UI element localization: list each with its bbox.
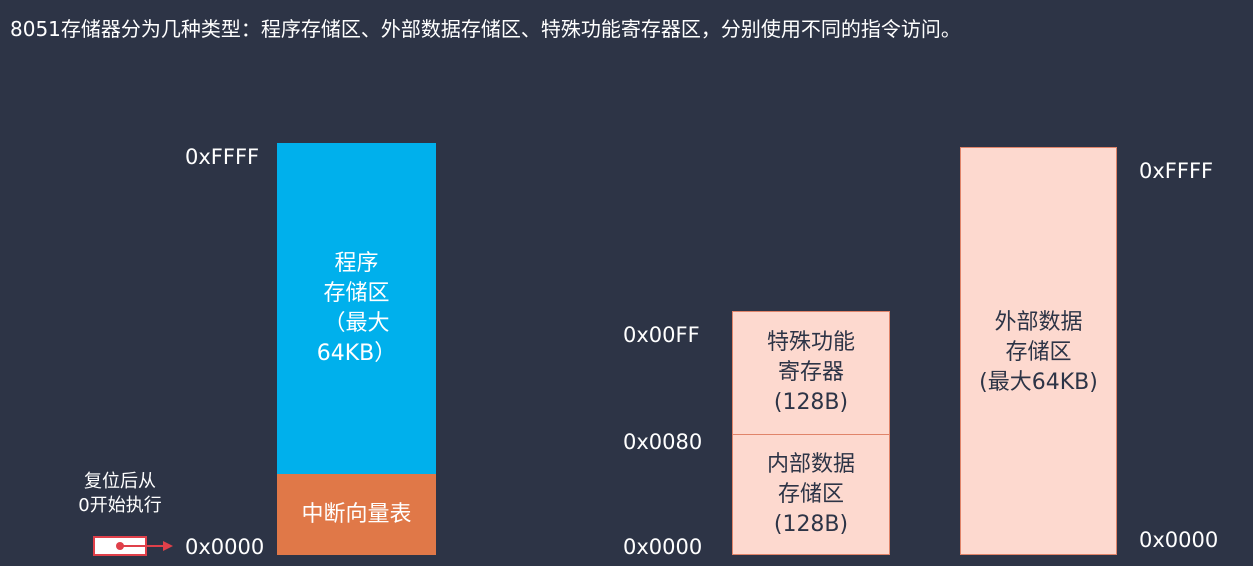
external-bottom-address: 0x0000 — [1139, 528, 1219, 552]
program-bottom-address: 0x0000 — [185, 535, 265, 559]
interrupt-vector-table-label: 中断向量表 — [301, 501, 412, 527]
program-memory-label: 程序 存储区 （最大 64KB） — [316, 250, 397, 366]
external-top-address: 0xFFFF — [1139, 159, 1214, 183]
program-top-address: 0xFFFF — [185, 145, 260, 169]
sfr-label: 特殊功能 寄存器 (128B) — [766, 330, 855, 415]
arrow-right-icon — [93, 535, 175, 561]
sfr-block: 特殊功能 寄存器 (128B) — [732, 311, 890, 434]
external-ram-block: 外部数据 存储区 (最大64KB) — [960, 147, 1117, 555]
program-memory-block: 程序 存储区 （最大 64KB） — [277, 143, 436, 474]
internal-bottom-address: 0x0000 — [623, 535, 703, 559]
interrupt-vector-table-block: 中断向量表 — [277, 474, 436, 555]
reset-note: 复位后从 0开始执行 — [78, 471, 162, 516]
internal-mid-address: 0x0080 — [623, 430, 703, 454]
internal-top-address: 0x00FF — [623, 323, 700, 347]
internal-ram-label: 内部数据 存储区 (128B) — [766, 451, 855, 537]
external-ram-label: 外部数据 存储区 (最大64KB) — [979, 310, 1098, 395]
internal-ram-block: 内部数据 存储区 (128B) — [732, 434, 890, 555]
slide-title: 8051存储器分为几种类型：程序存储区、外部数据存储区、特殊功能寄存器区，分别使… — [10, 17, 961, 41]
